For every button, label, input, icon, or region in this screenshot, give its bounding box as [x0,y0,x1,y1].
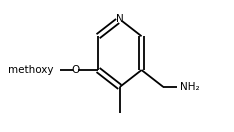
Text: N: N [116,14,124,24]
Text: methoxy: methoxy [8,65,54,75]
Text: NH₂: NH₂ [180,82,200,92]
Text: O: O [71,65,80,75]
